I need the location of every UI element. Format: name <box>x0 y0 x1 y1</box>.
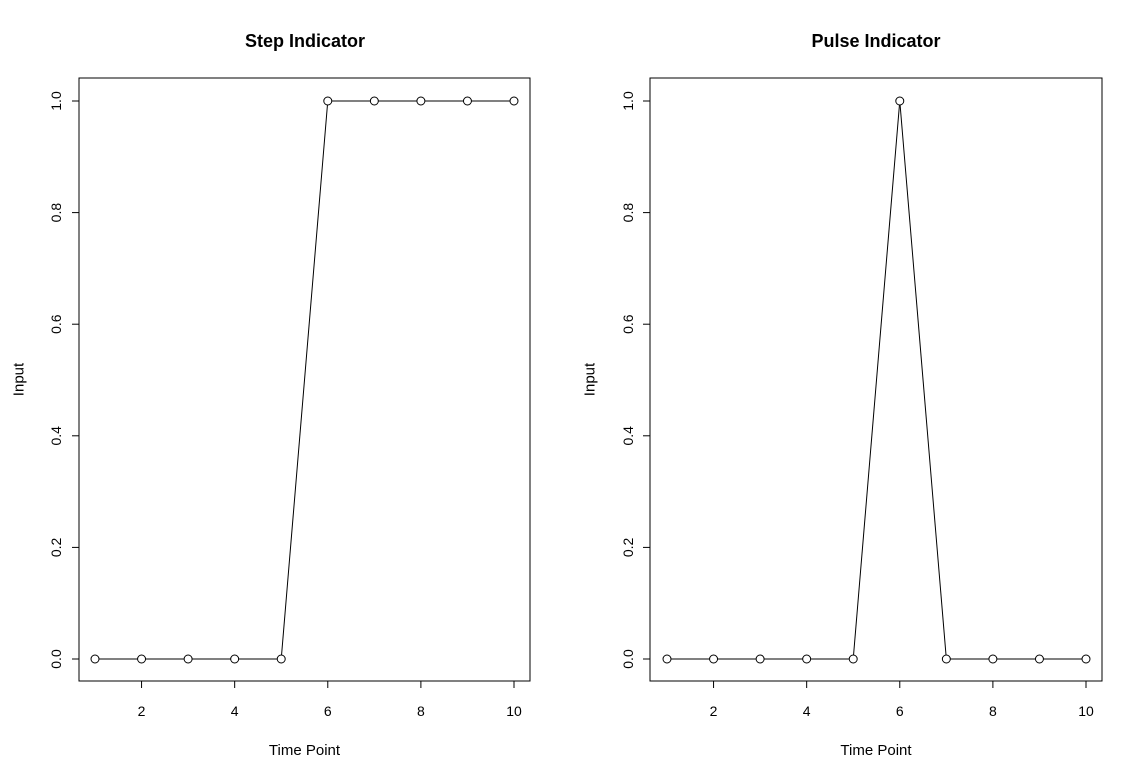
y-tick-label: 0.0 <box>48 649 64 669</box>
data-point <box>662 654 672 664</box>
x-tick-label: 4 <box>231 703 239 719</box>
y-tick-label: 1.0 <box>48 91 64 111</box>
data-point <box>462 96 472 106</box>
y-axis-label: Input <box>581 362 598 396</box>
x-tick-label: 8 <box>417 703 425 719</box>
data-point <box>509 96 519 106</box>
data-point <box>137 654 147 664</box>
data-point <box>709 654 719 664</box>
x-tick-label: 10 <box>1078 703 1094 719</box>
y-tick-label: 0.4 <box>48 426 64 446</box>
data-point <box>369 96 379 106</box>
data-point <box>895 96 905 106</box>
data-point <box>1034 654 1044 664</box>
y-tick-label: 0.0 <box>620 649 636 669</box>
series-line-segment <box>281 104 328 656</box>
data-point <box>276 654 286 664</box>
pulse-indicator-panel: Pulse Indicator 2 4 6 8 10 0.0 0.2 0.4 0.6 0.8 1.0 T… <box>581 31 1103 759</box>
data-point <box>802 654 812 664</box>
y-tick-label: 0.6 <box>48 314 64 334</box>
x-tick-label: 6 <box>324 703 332 719</box>
data-point <box>323 96 333 106</box>
data-point <box>416 96 426 106</box>
data-point <box>941 654 951 664</box>
data-point <box>90 654 100 664</box>
y-tick-label: 0.6 <box>620 314 636 334</box>
y-tick-label: 0.8 <box>620 203 636 223</box>
y-axis-label: Input <box>10 362 27 396</box>
series-line-segment <box>899 104 947 656</box>
plot-frame <box>649 77 1103 682</box>
step-indicator-panel: Step Indicator 2 4 6 8 10 0.0 0.2 0.4 0.6 0.8 1.0 Ti… <box>10 31 531 759</box>
y-tick-label: 0.8 <box>48 203 64 223</box>
data-point <box>230 654 240 664</box>
y-tick-label: 0.2 <box>620 537 636 557</box>
series-line-segment <box>853 104 900 656</box>
chart-title: Step Indicator <box>245 31 365 51</box>
data-point <box>183 654 193 664</box>
chart-title: Pulse Indicator <box>811 31 940 51</box>
data-point <box>848 654 858 664</box>
x-tick-label: 10 <box>506 703 522 719</box>
x-tick-label: 8 <box>989 703 997 719</box>
y-tick-label: 0.2 <box>48 537 64 557</box>
y-tick-label: 1.0 <box>620 91 636 111</box>
x-axis-label: Time Point <box>269 742 341 759</box>
data-point <box>988 654 998 664</box>
data-point <box>755 654 765 664</box>
data-point <box>1081 654 1091 664</box>
y-tick-label: 0.4 <box>620 426 636 446</box>
x-tick-label: 2 <box>138 703 146 719</box>
x-axis-label: Time Point <box>840 742 912 759</box>
x-tick-label: 2 <box>710 703 718 719</box>
x-tick-label: 4 <box>803 703 811 719</box>
x-tick-label: 6 <box>896 703 904 719</box>
